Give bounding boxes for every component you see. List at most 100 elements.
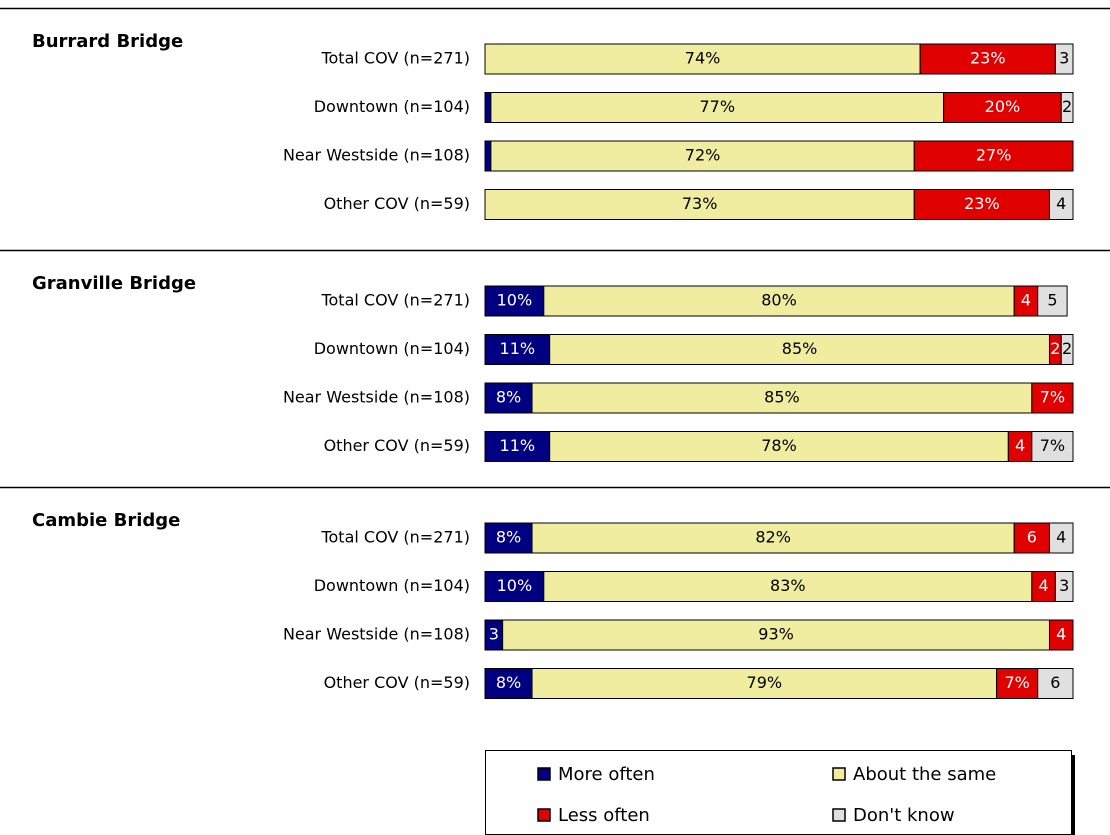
bar-segment (1037, 285, 1068, 317)
value-label: 7% (1040, 388, 1065, 407)
value-label: 6 (1050, 673, 1060, 692)
category-label: Near Westside (n=108) (283, 625, 470, 644)
value-label: 78% (761, 436, 797, 455)
bar-segment (484, 522, 533, 554)
bar-segment (531, 668, 998, 699)
value-label: 4 (1021, 291, 1031, 310)
value-label: 2 (1050, 339, 1060, 358)
value-label: 85% (764, 388, 800, 407)
bar-segment (1037, 668, 1074, 699)
category-label: Total COV (n=271) (320, 291, 470, 310)
value-label: 6 (1027, 528, 1037, 547)
bar-segment (490, 140, 915, 172)
bar-segment (484, 285, 545, 317)
bar-segment (1048, 619, 1074, 651)
bar-segment (1054, 43, 1074, 75)
value-label: 4 (1056, 625, 1066, 644)
value-label: 4 (1015, 436, 1025, 455)
bar-segment (484, 92, 492, 123)
value-label: 74% (685, 49, 721, 68)
value-label: 7% (1040, 436, 1065, 455)
category-label: Near Westside (n=108) (283, 146, 470, 165)
bar-segment (543, 285, 1015, 317)
value-label: 80% (761, 291, 797, 310)
bar-segment (502, 619, 1050, 651)
value-label: 83% (770, 576, 806, 595)
bar-segment (943, 92, 1062, 123)
category-label: Other COV (n=59) (324, 673, 470, 692)
category-label: Downtown (n=104) (314, 576, 470, 595)
value-label: 8% (496, 528, 521, 547)
bar-segment (484, 334, 551, 365)
legend-label: More often (558, 764, 655, 785)
value-label: 23% (970, 49, 1006, 68)
bar-segment (549, 431, 1009, 462)
category-label: Other COV (n=59) (324, 194, 470, 213)
value-label: 3 (1059, 576, 1069, 595)
value-label: 2 (1062, 97, 1072, 116)
value-label: 23% (964, 194, 1000, 213)
bar-segment (484, 189, 915, 220)
legend-swatch (832, 808, 846, 822)
value-label: 7% (1004, 673, 1029, 692)
bar-segment (1060, 92, 1074, 123)
value-label: 77% (699, 97, 735, 116)
bar-segment (996, 668, 1039, 699)
legend-swatch (832, 767, 846, 781)
value-label: 8% (496, 673, 521, 692)
value-label: 2 (1062, 339, 1072, 358)
legend-swatch (537, 808, 551, 822)
value-label: 27% (976, 146, 1012, 165)
bar-segment (484, 382, 533, 414)
category-label: Other COV (n=59) (324, 436, 470, 455)
bar-segment (484, 43, 921, 75)
value-label: 3 (489, 625, 499, 644)
category-label: Downtown (n=104) (314, 339, 470, 358)
legend-label: About the same (853, 764, 996, 785)
value-label: 4 (1056, 194, 1066, 213)
value-label: 11% (500, 339, 536, 358)
panel-title: Granville Bridge (32, 273, 196, 294)
value-label: 20% (985, 97, 1021, 116)
value-label: 4 (1056, 528, 1066, 547)
panel-title: Cambie Bridge (32, 510, 180, 531)
bar-segment (484, 668, 533, 699)
category-label: Total COV (n=271) (320, 49, 470, 68)
bar-segment (484, 140, 492, 172)
bar-segment (1031, 382, 1074, 414)
value-label: 73% (682, 194, 718, 213)
value-label: 72% (685, 146, 721, 165)
value-label: 3 (1059, 49, 1069, 68)
bar-segment (913, 140, 1074, 172)
bar-segment (531, 522, 1015, 554)
legend-label: Don't know (853, 805, 955, 826)
value-label: 8% (496, 388, 521, 407)
bar-segment (484, 571, 545, 602)
category-label: Total COV (n=271) (320, 528, 470, 547)
bar-segment (490, 92, 945, 123)
bar-segment (1048, 522, 1074, 554)
value-label: 11% (500, 436, 536, 455)
value-label: 85% (782, 339, 818, 358)
category-label: Near Westside (n=108) (283, 388, 470, 407)
value-label: 79% (747, 673, 783, 692)
bar-segment (549, 334, 1050, 365)
value-label: 93% (758, 625, 794, 644)
bar-segment (543, 571, 1033, 602)
value-label: 10% (497, 291, 533, 310)
value-label: 5 (1047, 291, 1057, 310)
bar-segment (913, 189, 1050, 220)
legend-label: Less often (558, 805, 650, 826)
bar-segment (1031, 431, 1074, 462)
value-label: 4 (1039, 576, 1049, 595)
bar-segment (531, 382, 1033, 414)
panel-title: Burrard Bridge (32, 31, 183, 52)
legend-swatch (537, 767, 551, 781)
bar-segment (1060, 334, 1074, 365)
value-label: 82% (755, 528, 791, 547)
bar-segment (1048, 189, 1074, 220)
legend-box (485, 750, 1072, 835)
bar-segment (1054, 571, 1074, 602)
category-label: Downtown (n=104) (314, 97, 470, 116)
